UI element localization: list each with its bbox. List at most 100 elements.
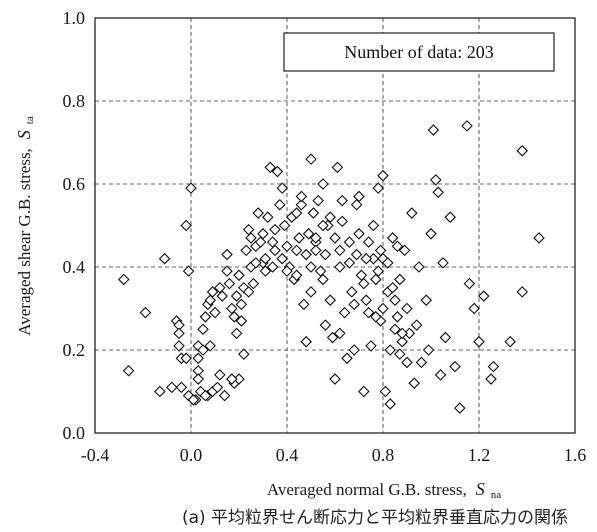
data-point (413, 261, 425, 273)
data-point (360, 252, 372, 265)
data-point (334, 244, 346, 257)
data-point (367, 219, 380, 232)
data-point (415, 356, 428, 369)
y-tick-label: 1.0 (63, 8, 86, 28)
data-point (343, 236, 356, 248)
data-point (300, 335, 312, 348)
data-point (401, 302, 413, 315)
data-point (362, 236, 375, 248)
data-point (334, 327, 346, 340)
data-point (214, 369, 226, 381)
data-point (199, 311, 212, 323)
data-point (197, 344, 209, 356)
data-point (276, 182, 288, 194)
data-point (259, 265, 272, 277)
data-point (276, 252, 288, 265)
data-point (307, 207, 320, 219)
data-point (118, 273, 130, 286)
data-point (336, 194, 348, 207)
data-point (391, 240, 404, 253)
data-point (360, 294, 372, 306)
data-point (350, 248, 363, 261)
grid-lines (95, 18, 575, 433)
data-point (324, 211, 336, 223)
annotation-box: Number of data: 203 (283, 32, 555, 72)
data-point (420, 294, 432, 306)
data-point (341, 352, 353, 365)
data-point (305, 286, 317, 298)
data-point (271, 165, 284, 178)
data-point (290, 269, 303, 282)
data-point (370, 311, 382, 323)
y-tick-label: 0.0 (63, 423, 86, 443)
data-point (358, 277, 370, 290)
data-point (295, 190, 308, 203)
data-point (394, 348, 406, 360)
annotation-frame (283, 32, 555, 72)
data-point (300, 248, 312, 261)
data-point (353, 228, 365, 240)
data-point (516, 145, 528, 157)
y-axis-title: Averaged shear G.B. stress, S ta (14, 116, 36, 336)
data-point (305, 153, 317, 165)
data-point (358, 385, 370, 398)
data-point (206, 286, 219, 298)
data-point (430, 174, 442, 186)
data-point (180, 352, 192, 365)
x-tick-labels: -0.4 0.0 0.4 0.8 1.2 1.6 (81, 445, 587, 465)
data-point (302, 228, 315, 240)
y-tick-labels: 0.0 0.2 0.4 0.6 0.8 1.0 (63, 8, 86, 443)
data-point (223, 277, 236, 290)
data-point (401, 356, 413, 369)
data-point (173, 327, 185, 340)
data-point (242, 223, 255, 236)
data-point (175, 381, 188, 394)
data-point (396, 327, 408, 340)
data-point (329, 232, 341, 244)
data-point (326, 331, 339, 344)
x-tick-label: 0.8 (372, 445, 395, 465)
data-point (377, 302, 389, 315)
data-point (329, 373, 341, 385)
data-point (382, 257, 394, 269)
data-point (346, 286, 358, 298)
data-point (235, 315, 248, 327)
x-tick-label: 0.4 (276, 445, 299, 465)
y-axis-title-sub: ta (24, 116, 36, 124)
data-point (394, 273, 406, 286)
data-point (139, 306, 152, 319)
data-point (487, 360, 500, 373)
data-point (362, 306, 375, 319)
data-point (389, 294, 401, 306)
data-point (235, 298, 248, 311)
data-point (372, 182, 384, 194)
data-point (305, 261, 317, 273)
data-point (504, 335, 516, 348)
data-point (245, 232, 257, 244)
x-axis-title-text: Averaged normal G.B. stress, (267, 480, 467, 499)
data-point (348, 298, 360, 311)
data-point (396, 335, 408, 348)
x-axis-title: Averaged normal G.B. stress, S na (267, 479, 501, 501)
data-point (485, 373, 497, 385)
data-point (218, 389, 231, 402)
data-point (319, 319, 332, 331)
data-point (262, 211, 274, 223)
data-point (410, 319, 423, 331)
data-point (434, 369, 447, 381)
data-point (252, 207, 264, 219)
data-point (310, 244, 322, 257)
y-axis-title-text: Averaged shear G.B. stress, (15, 148, 34, 336)
data-point (319, 248, 332, 261)
data-point (473, 335, 485, 348)
data-point (281, 265, 293, 277)
data-point (389, 323, 401, 336)
data-point (204, 340, 216, 352)
data-point (180, 219, 192, 232)
data-point (379, 385, 392, 398)
data-point (173, 340, 185, 352)
x-axis-title-var: S (476, 479, 485, 499)
data-point (478, 290, 490, 302)
data-point (199, 389, 212, 402)
